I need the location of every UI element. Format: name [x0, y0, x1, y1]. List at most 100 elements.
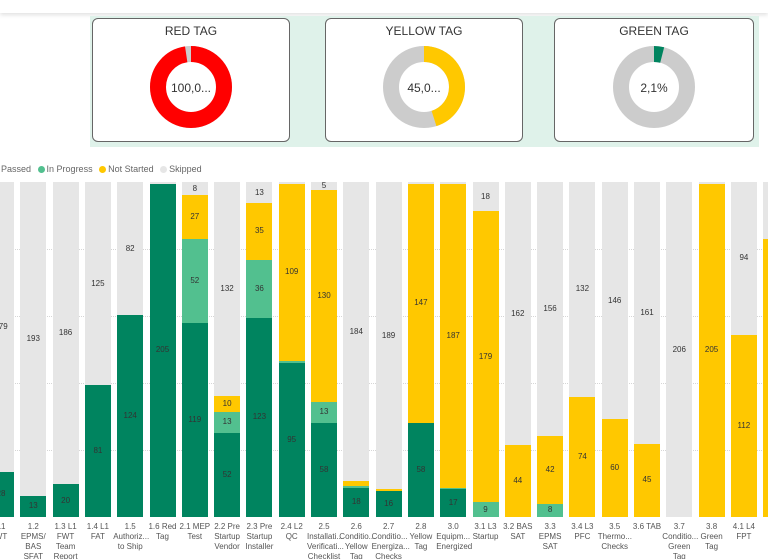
bar-segment-passed[interactable] — [149, 183, 176, 517]
legend-label: In Progress — [46, 164, 93, 174]
bar-segment-skipped[interactable] — [537, 182, 564, 436]
bar-segment-skipped[interactable] — [311, 182, 337, 191]
bar-segment-skipped[interactable] — [52, 182, 79, 485]
legend-item-skipped[interactable]: Skipped — [160, 164, 202, 174]
data-label: 179 — [478, 351, 493, 361]
x-axis-label: 3.1 L3 Startup — [472, 522, 499, 541]
bar-segment-skipped[interactable] — [634, 182, 660, 444]
bar-segment-in-progress[interactable] — [246, 259, 273, 318]
bar-segment-skipped[interactable] — [149, 182, 176, 184]
bar-segment-skipped[interactable] — [181, 182, 208, 195]
bar-segment-not-started[interactable] — [504, 445, 531, 517]
legend-item-in-progress[interactable]: In Progress — [37, 164, 93, 174]
bar-segment-not-started[interactable] — [763, 238, 768, 517]
yellow-tag-card[interactable]: YELLOW TAG 45,0... — [325, 18, 523, 142]
bar-segment-not-started[interactable] — [698, 183, 725, 517]
data-label: 132 — [575, 284, 590, 294]
bar-segment-in-progress[interactable] — [472, 502, 499, 517]
bar-segment-in-progress[interactable] — [311, 401, 337, 423]
legend-item-not-started[interactable]: Not Started — [99, 164, 154, 174]
bar-segment-not-started[interactable] — [440, 183, 467, 488]
data-label: 179 — [0, 321, 8, 331]
bar-segment-skipped[interactable] — [601, 182, 628, 420]
x-axis-labels: L1 WT 1.2 EPMS/ BAS SFAT 1.3 L1 FWT Team R… — [0, 522, 768, 559]
bar-segment-passed[interactable] — [20, 495, 47, 517]
x-axis-label: 2.6 Conditio... Yellow Tag — [339, 522, 376, 559]
data-label: 42 — [545, 464, 555, 474]
bar-segment-skipped[interactable] — [0, 182, 14, 472]
x-axis-label: L1 WT — [0, 522, 8, 541]
yellow-tag-arc — [383, 46, 465, 128]
legend-dot-icon — [160, 165, 168, 173]
bar-segment-skipped[interactable] — [472, 182, 499, 212]
bar-segment-not-started[interactable] — [730, 334, 757, 517]
data-label: 205 — [155, 345, 170, 355]
bar-segment-skipped[interactable] — [343, 182, 370, 482]
bar-segment-not-started[interactable] — [181, 195, 208, 239]
bar-segment-skipped[interactable] — [730, 182, 757, 335]
bar-segment-not-started[interactable] — [214, 395, 241, 412]
bar-segment-skipped[interactable] — [698, 182, 725, 184]
bar-segment-passed[interactable] — [0, 471, 14, 517]
legend-dot-icon — [37, 165, 45, 173]
bar-segment-passed[interactable] — [246, 317, 273, 517]
legend-item-passed[interactable]: Passed — [1, 164, 31, 174]
bar-segment-skipped[interactable] — [504, 182, 531, 446]
bar-segment-in-progress[interactable] — [278, 360, 305, 363]
bar-segment-not-started[interactable] — [601, 419, 628, 517]
data-label: 95 — [287, 434, 297, 444]
bar-segment-passed[interactable] — [311, 422, 337, 517]
bar-segment-skipped[interactable] — [20, 182, 47, 496]
bar-segment-not-started[interactable] — [569, 396, 596, 517]
x-axis-label: 1.6 Red Tag — [148, 522, 177, 541]
bar-segment-skipped[interactable] — [214, 182, 241, 396]
data-label: 52 — [190, 276, 200, 286]
bar-segment-in-progress[interactable] — [214, 411, 241, 433]
bar-segment-passed[interactable] — [117, 315, 144, 517]
bar-segment-in-progress[interactable] — [343, 486, 370, 488]
bar-segment-not-started[interactable] — [375, 489, 402, 491]
bar-segment-not-started[interactable] — [311, 190, 337, 402]
bar-segment-not-started[interactable] — [472, 211, 499, 503]
x-axis-label: 3.8 Green Tag — [700, 522, 723, 551]
bar-segment-skipped[interactable] — [440, 182, 467, 184]
x-axis-label: 2.1 MEP Test — [179, 522, 211, 541]
data-label: 36 — [254, 283, 264, 293]
bar-segment-passed[interactable] — [407, 422, 434, 517]
bar-segment-skipped[interactable] — [763, 182, 768, 239]
bar-segment-skipped[interactable] — [84, 182, 111, 386]
data-label: 35 — [763, 205, 768, 214]
bar-segment-in-progress[interactable] — [440, 487, 467, 490]
bar-segment-passed[interactable] — [214, 432, 241, 517]
bar-segment-skipped[interactable] — [246, 182, 273, 204]
bar-segment-passed[interactable] — [440, 489, 467, 517]
data-label: 187 — [446, 330, 460, 340]
bar-segment-not-started[interactable] — [278, 183, 305, 361]
bar-segment-passed[interactable] — [52, 484, 79, 517]
bar-segment-passed[interactable] — [375, 490, 402, 517]
bar-segment-not-started[interactable] — [634, 443, 660, 517]
bar-segment-skipped[interactable] — [569, 182, 596, 397]
bar-segment-skipped[interactable] — [407, 182, 434, 184]
red-tag-card[interactable]: RED TAG 100,0... — [92, 18, 290, 142]
bar-segment-in-progress[interactable] — [537, 503, 564, 517]
bar-segment-not-started[interactable] — [537, 435, 564, 504]
data-label: 20 — [61, 495, 71, 505]
green-tag-card[interactable]: GREEN TAG 2,1% — [554, 18, 754, 142]
bar-segment-not-started[interactable] — [407, 183, 434, 423]
data-label: 125 — [91, 278, 105, 288]
bar-segment-not-started[interactable] — [343, 481, 370, 487]
bar-segment-in-progress[interactable] — [181, 238, 208, 324]
green-tag-donut — [613, 46, 695, 128]
bar-segment-skipped[interactable] — [117, 182, 144, 316]
bar-segment-skipped[interactable] — [278, 182, 305, 184]
bar-segment-passed[interactable] — [278, 362, 305, 517]
bar-segment-passed[interactable] — [84, 385, 111, 517]
bar-segment-passed[interactable] — [181, 323, 208, 517]
data-label: 171 — [763, 373, 768, 382]
bar-segment-skipped[interactable] — [375, 182, 402, 490]
bar-segment-skipped[interactable] — [666, 182, 693, 517]
data-label: 35 — [254, 226, 264, 236]
bar-segment-not-started[interactable] — [246, 203, 273, 260]
bar-segment-passed[interactable] — [343, 487, 370, 517]
